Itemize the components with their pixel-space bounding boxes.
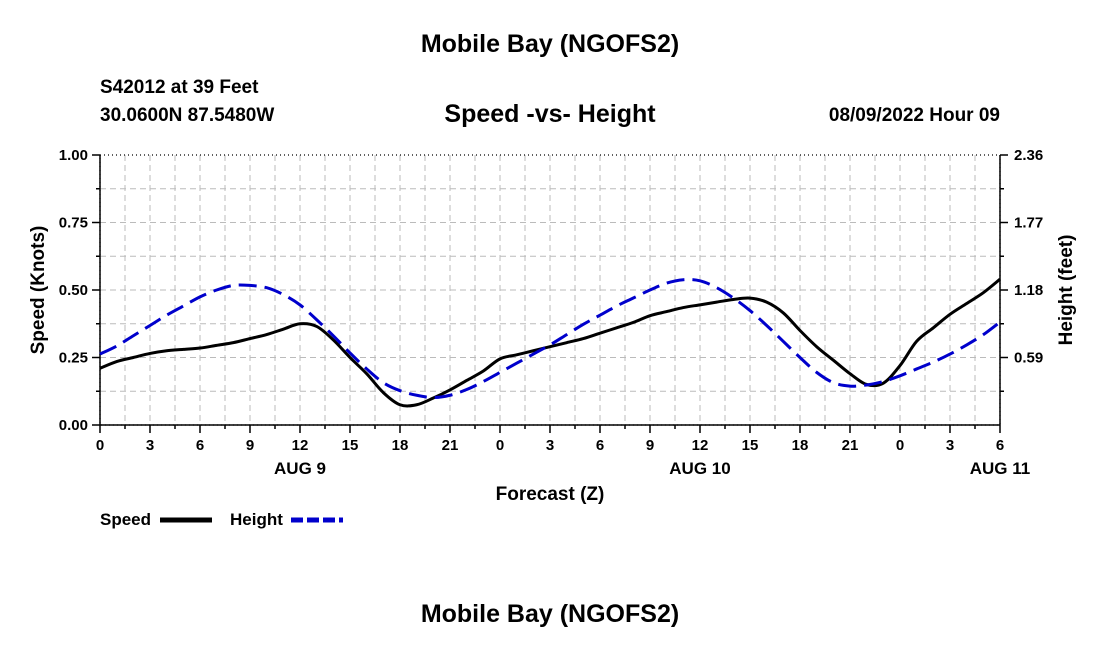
x-tick-label: 18 [392, 437, 409, 454]
legend-speed-label: Speed [100, 510, 151, 529]
day-label: AUG 11 [970, 459, 1030, 478]
speed-series-line [99, 278, 1001, 408]
x-tick-label: 0 [896, 437, 904, 454]
legend-height-label: Height [230, 510, 283, 529]
x-axis-label: Forecast (Z) [496, 484, 605, 505]
x-tick-label: 0 [96, 437, 104, 454]
y2-tick-label: 1.18 [1014, 282, 1043, 299]
y-tick-label: 0.00 [59, 417, 88, 434]
chart-title: Speed -vs- Height [444, 100, 656, 128]
legend: Speed Height [100, 510, 343, 529]
grid-lines [100, 155, 1000, 425]
x-tick-label: 3 [146, 437, 154, 454]
y2-axis-label: Height (feet) [1056, 235, 1077, 346]
y2-tick-label: 2.36 [1014, 147, 1043, 164]
x-tick-label: 12 [292, 437, 309, 454]
x-tick-label: 9 [246, 437, 254, 454]
y-tick-label: 0.50 [59, 282, 88, 299]
y-tick-label: 1.00 [59, 147, 88, 164]
height-series-line [99, 278, 1001, 400]
x-tick-label: 21 [442, 437, 459, 454]
y-tick-label: 0.75 [59, 215, 88, 232]
forecast-datetime: 08/09/2022 Hour 09 [828, 105, 1000, 126]
day-label: AUG 10 [669, 459, 730, 478]
x-tick-label: 3 [546, 437, 554, 454]
x-tick-label: 18 [792, 437, 809, 454]
footer-title: Mobile Bay (NGOFS2) [420, 600, 680, 628]
x-tick-label: 6 [596, 437, 604, 454]
x-tick-label: 6 [996, 437, 1004, 454]
x-tick-label: 21 [842, 437, 859, 454]
x-tick-label: 0 [496, 437, 504, 454]
y-tick-label: 0.25 [59, 350, 88, 367]
y2-tick-label: 0.59 [1014, 350, 1043, 367]
y2-tick-label: 1.77 [1014, 215, 1043, 232]
x-tick-label: 6 [196, 437, 204, 454]
x-tick-label: 12 [692, 437, 709, 454]
x-tick-label: 3 [946, 437, 954, 454]
axis-ticks: 0 3 6 9 12 15 18 21 0 3 6 9 12 15 18 21 0 3 6 AUG 9 AUG 10 AU… [59, 147, 1043, 478]
coordinates-label: 30.0600N 87.5480W [100, 105, 275, 126]
main-title: Mobile Bay (NGOFS2) [420, 30, 680, 58]
day-label: AUG 9 [274, 459, 326, 478]
x-tick-label: 15 [742, 437, 759, 454]
x-tick-label: 15 [342, 437, 359, 454]
y-axis-label: Speed (Knots) [28, 226, 49, 355]
data-series [99, 278, 1001, 408]
x-tick-label: 9 [646, 437, 654, 454]
speed-height-chart: 0 3 6 9 12 15 18 21 0 3 6 9 12 15 18 21 0 3 6 AUG 9 AUG 10 AU… [28, 147, 1077, 529]
station-label: S42012 at 39 Feet [100, 77, 259, 98]
